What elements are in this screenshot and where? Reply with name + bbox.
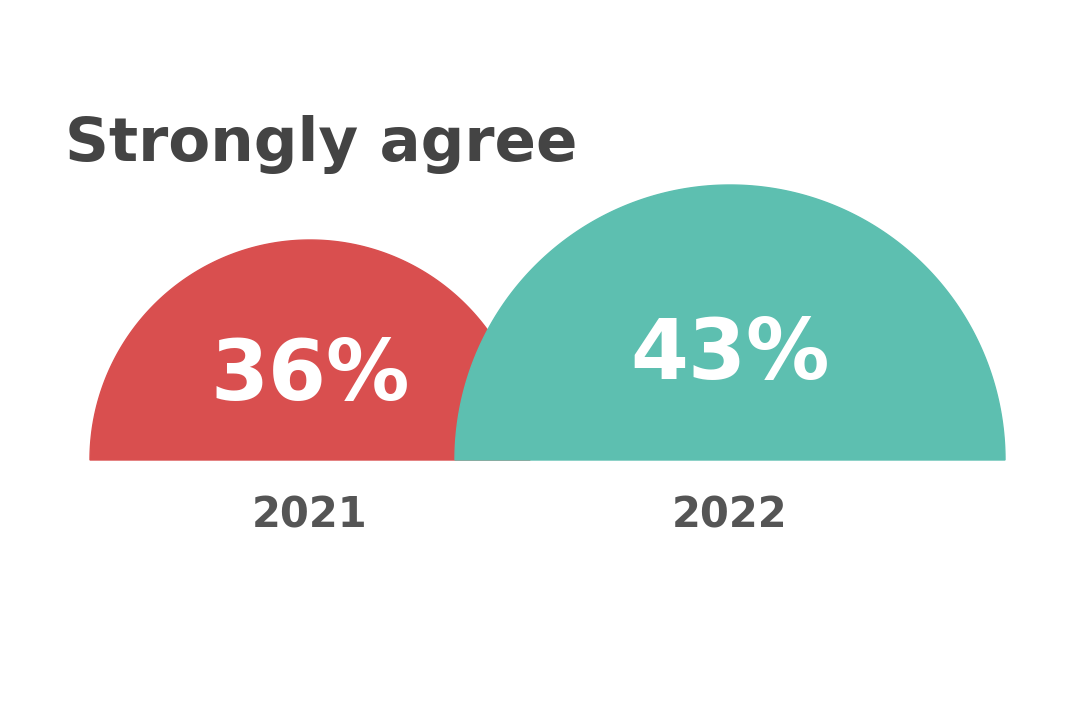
Polygon shape bbox=[455, 185, 1005, 460]
Text: Strongly agree: Strongly agree bbox=[65, 115, 578, 174]
Polygon shape bbox=[90, 240, 530, 460]
Text: 36%: 36% bbox=[211, 336, 409, 417]
Text: 43%: 43% bbox=[631, 315, 829, 396]
Text: 2021: 2021 bbox=[252, 494, 368, 536]
Text: 2022: 2022 bbox=[672, 494, 787, 536]
